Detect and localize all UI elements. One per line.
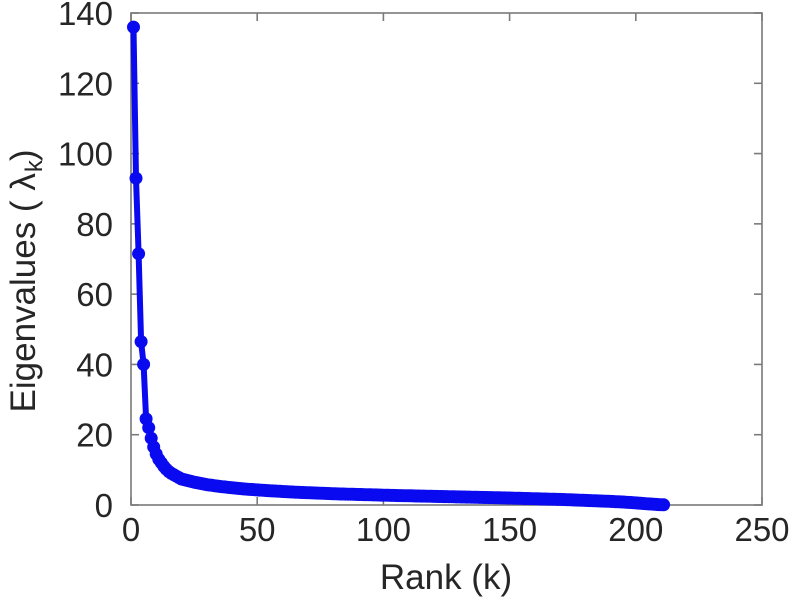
y-tick-label: 20 (76, 417, 113, 454)
lambda-symbol: λ (4, 173, 43, 191)
y-tick-label: 80 (76, 206, 113, 243)
plot-frame (130, 12, 763, 506)
x-tick-label: 250 (734, 511, 789, 548)
series-marker (132, 247, 146, 261)
x-tick-label: 200 (608, 511, 663, 548)
y-tick-label: 100 (58, 136, 113, 173)
x-tick-label: 150 (482, 511, 537, 548)
x-tick-label: 100 (356, 511, 411, 548)
y-tick-label: 0 (95, 487, 113, 524)
y-axis-label: Eigenvalues ( λk) (4, 149, 48, 413)
series-marker (129, 171, 143, 185)
series-marker (134, 335, 148, 349)
y-axis-label-prefix: Eigenvalues ( (4, 190, 43, 413)
series-marker (137, 357, 151, 371)
lambda-subscript: k (21, 160, 48, 173)
y-tick-label: 40 (76, 346, 113, 383)
y-tick-label: 140 (58, 0, 113, 32)
x-tick-label: 50 (239, 511, 276, 548)
x-axis-label: Rank (k) (379, 558, 513, 597)
y-tick-label: 60 (76, 276, 113, 313)
series-marker (142, 421, 156, 435)
series-marker (657, 498, 671, 512)
y-axis-label-suffix: ) (4, 149, 43, 162)
y-tick-label: 120 (58, 65, 113, 102)
series-marker (127, 20, 140, 34)
series-line (130, 24, 667, 508)
x-tick-label: 0 (122, 511, 140, 548)
